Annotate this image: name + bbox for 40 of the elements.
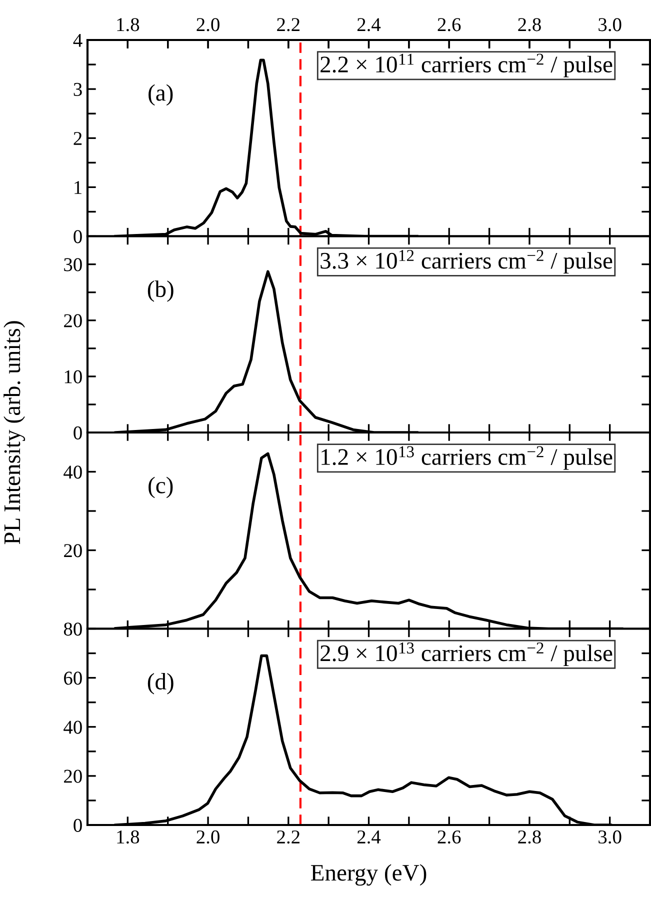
y-tick-label: 80 [64, 622, 82, 636]
annotation: (c) [148, 476, 173, 498]
annotation: 2.2 × 10$^{11}$ carriers cm$^{−2}$ / pulse [320, 54, 612, 78]
x-tick-label: 2.6 [438, 830, 461, 844]
x-axis-title: Energy (eV) [310, 864, 426, 886]
y-tick-label: 20 [64, 314, 82, 328]
y-tick-label: 2 [74, 132, 82, 145]
x2-tick-label: 3.0 [598, 18, 622, 32]
y-tick-label: 4 [73, 34, 82, 47]
annotation: 3.3 × 10$^{12}$ carriers cm$^{−2}$ / pulse [320, 250, 612, 274]
annotation: (d) [148, 672, 174, 694]
y-tick-label: 40 [64, 466, 82, 479]
x-tick-label: 2.2 [277, 830, 300, 844]
y-tick-label: 20 [64, 544, 82, 558]
x-tick-label: 1.8 [117, 830, 140, 844]
x-tick-label: 2.4 [357, 830, 381, 844]
x2-tick-label: 1.8 [117, 18, 140, 32]
y-tick-label: 0 [74, 230, 82, 244]
x2-tick-label: 2.6 [438, 18, 461, 32]
y-tick-label: 30 [64, 258, 82, 272]
x2-tick-label: 2.4 [357, 18, 381, 32]
annotation: 1.2 × 10$^{13}$ carriers cm$^{−2}$ / pulse [322, 446, 612, 470]
annotation: (b) [148, 280, 174, 302]
annotation: 2.9 × 10$^{13}$ carriers cm$^{−2}$ / pulse [320, 642, 612, 666]
y-tick-label: 20 [64, 770, 82, 783]
y-tick-label: 0 [74, 426, 82, 440]
x-tick-label: 2.0 [196, 830, 220, 844]
y-tick-label: 0 [74, 818, 82, 832]
annotation: (a) [148, 84, 173, 106]
y-tick-label: 60 [64, 672, 82, 685]
x2-tick-label: 2.0 [196, 18, 220, 32]
x2-tick-label: 2.2 [277, 18, 300, 32]
y-axis-title: PL Intensity (arb. units) [4, 321, 26, 544]
x-tick-label: 3.0 [598, 830, 622, 844]
y-tick-label: 3 [74, 82, 82, 96]
y-tick-label: 1 [74, 181, 82, 194]
x2-tick-label: 2.8 [518, 18, 541, 32]
y-tick-label: 10 [64, 370, 82, 384]
x-tick-label: 2.8 [518, 830, 541, 844]
y-tick-label: 40 [64, 720, 82, 734]
